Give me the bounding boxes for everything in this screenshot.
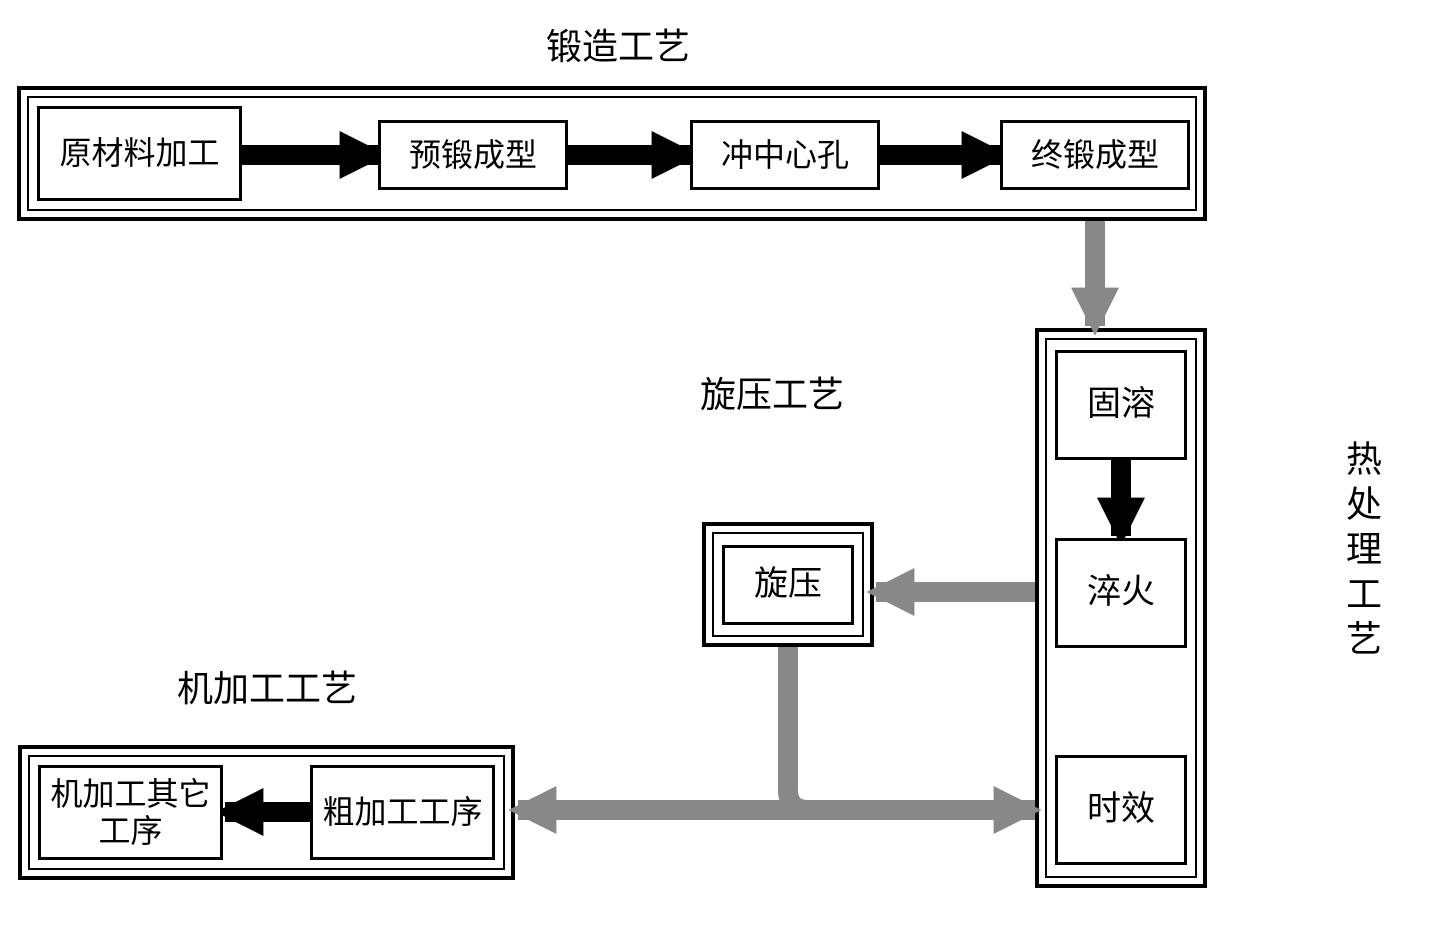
node-quench: 淬火 <box>1055 538 1187 648</box>
node-other-machining: 机加工其它工序 <box>38 765 223 860</box>
title-spinning: 旋压工艺 <box>700 366 844 418</box>
node-label: 淬火 <box>1087 573 1155 612</box>
node-label: 预锻成型 <box>409 137 537 174</box>
node-label: 终锻成型 <box>1031 137 1159 174</box>
node-label: 冲中心孔 <box>721 137 849 174</box>
title-forging: 锻造工艺 <box>546 18 690 70</box>
node-raw-material: 原材料加工 <box>37 106 242 201</box>
node-spin: 旋压 <box>722 545 854 625</box>
node-final-forge: 终锻成型 <box>1000 120 1190 190</box>
node-label: 固溶 <box>1087 385 1155 424</box>
node-label: 机加工其它工序 <box>41 776 220 850</box>
diagram-canvas: 锻造工艺 旋压工艺 机加工工艺 热处理工艺 <box>0 0 1456 948</box>
node-label: 时效 <box>1087 790 1155 829</box>
node-rough-machining: 粗加工工序 <box>310 765 495 860</box>
node-solution-treatment: 固溶 <box>1055 350 1187 460</box>
node-label: 原材料加工 <box>59 135 219 172</box>
title-machining: 机加工工艺 <box>177 660 357 712</box>
node-label: 粗加工工序 <box>322 794 482 831</box>
node-label: 旋压 <box>754 565 822 604</box>
node-preforge: 预锻成型 <box>378 120 568 190</box>
title-heat-treatment: 热处理工艺 <box>1335 440 1387 665</box>
node-aging: 时效 <box>1055 755 1187 865</box>
node-punch-center-hole: 冲中心孔 <box>690 120 880 190</box>
